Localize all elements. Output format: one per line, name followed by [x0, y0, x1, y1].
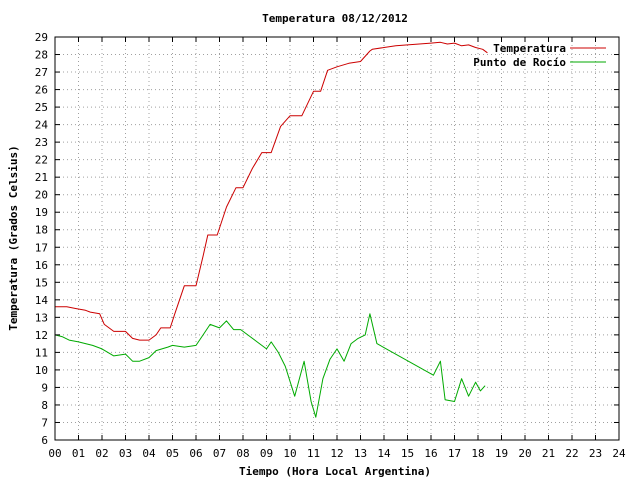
x-tick-label: 00	[48, 447, 61, 460]
legend: Temperatura Punto de Rocío	[473, 42, 606, 69]
y-tick-label: 19	[35, 206, 48, 219]
x-tick-label: 16	[424, 447, 437, 460]
gridlines	[55, 37, 619, 440]
legend-label-punto-de-rocio: Punto de Rocío	[473, 56, 566, 69]
y-tick-label: 8	[41, 399, 48, 412]
y-tick-label: 17	[35, 241, 48, 254]
x-tick-label: 20	[518, 447, 531, 460]
x-tick-label: 22	[565, 447, 578, 460]
y-axis: 6 7 8 9 10 11 12 13 14 15 16 17 18 19 20 21 22 23 24 25 26 27…	[35, 31, 619, 447]
x-tick-label: 10	[283, 447, 296, 460]
y-tick-label: 27	[35, 66, 48, 79]
y-tick-label: 15	[35, 276, 48, 289]
y-tick-label: 9	[41, 381, 48, 394]
y-tick-label: 11	[35, 346, 48, 359]
y-tick-label: 25	[35, 101, 48, 114]
x-tick-label: 08	[236, 447, 249, 460]
y-tick-label: 13	[35, 311, 48, 324]
y-tick-label: 24	[35, 119, 49, 132]
series-line-temperatura	[55, 41, 488, 341]
x-tick-label: 06	[189, 447, 202, 460]
x-axis-label: Tiempo (Hora Local Argentina)	[239, 465, 431, 478]
chart-title: Temperatura 08/12/2012	[262, 12, 408, 25]
y-tick-label: 20	[35, 189, 48, 202]
x-tick-label: 18	[471, 447, 484, 460]
x-tick-label: 02	[95, 447, 108, 460]
x-tick-label: 05	[166, 447, 179, 460]
series-line-punto-de-rocio	[54, 313, 486, 418]
x-tick-label: 04	[142, 447, 156, 460]
y-tick-label: 29	[35, 31, 48, 44]
legend-label-temperatura: Temperatura	[493, 42, 566, 55]
x-tick-label: 23	[589, 447, 602, 460]
x-tick-label: 15	[401, 447, 414, 460]
x-tick-label: 17	[448, 447, 461, 460]
x-tick-label: 09	[260, 447, 273, 460]
x-tick-label: 07	[213, 447, 226, 460]
y-tick-label: 21	[35, 171, 48, 184]
x-tick-label: 21	[542, 447, 555, 460]
y-tick-label: 10	[35, 364, 48, 377]
x-tick-label: 12	[330, 447, 343, 460]
x-axis: 00 01 02 03 04 05 06 07 08 09 10 11 12 13 14 15 16 17 18 19…	[48, 37, 626, 460]
x-tick-label: 13	[354, 447, 367, 460]
x-tick-label: 19	[495, 447, 508, 460]
x-tick-label: 03	[119, 447, 132, 460]
y-tick-label: 18	[35, 224, 48, 237]
y-tick-label: 26	[35, 84, 48, 97]
x-tick-label: 11	[307, 447, 320, 460]
y-tick-label: 14	[35, 294, 49, 307]
x-tick-label: 14	[377, 447, 391, 460]
y-axis-label: Temperatura (Grados Celsius)	[7, 145, 20, 330]
x-tick-label: 01	[72, 447, 85, 460]
y-tick-label: 23	[35, 136, 48, 149]
y-tick-label: 22	[35, 154, 48, 167]
y-tick-label: 16	[35, 259, 48, 272]
y-tick-label: 12	[35, 329, 48, 342]
series-lines	[54, 41, 488, 418]
y-tick-label: 28	[35, 49, 48, 62]
x-tick-label: 24	[612, 447, 626, 460]
y-tick-label: 6	[41, 434, 48, 447]
y-tick-label: 7	[41, 416, 48, 429]
